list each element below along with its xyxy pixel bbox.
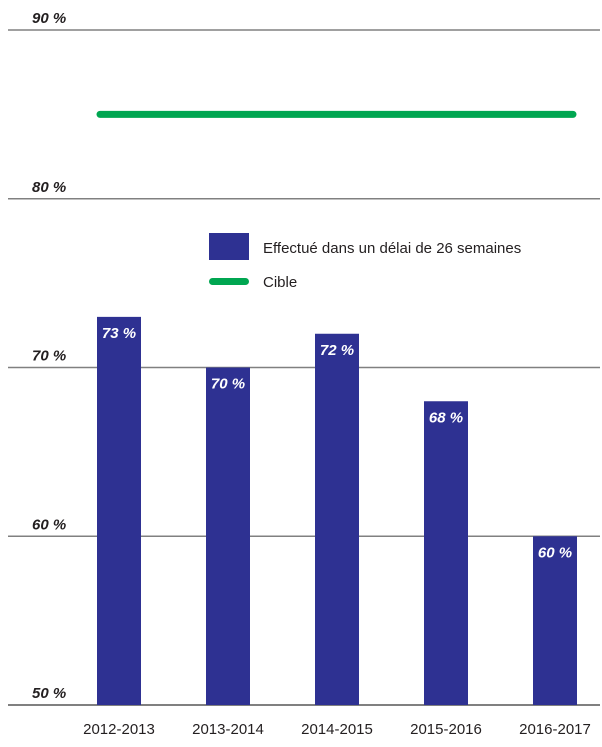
legend-label-target: Cible [263,274,297,291]
bar [424,401,468,705]
bar [315,333,359,705]
bar-data-label: 72 % [320,342,354,359]
y-axis-ticks: 50 % 60 % 70 % 80 % 90 % [32,10,66,702]
legend-label-bar: Effectué dans un délai de 26 semaines [263,240,521,257]
bars [97,316,577,705]
bar [206,367,250,705]
x-axis-categories: 2012-2013 2013-2014 2014-2015 2015-2016 2016… [83,721,591,738]
bar-data-label: 70 % [211,376,245,393]
y-tick-label: 80 % [32,179,66,196]
y-tick-label: 60 % [32,516,66,533]
bar-data-label: 73 % [102,325,136,342]
bar-data-label: 68 % [429,409,463,426]
gridlines [8,29,600,706]
data-labels: 73 % 70 % 72 % 68 % 60 % [102,325,572,561]
y-tick-label: 70 % [32,348,66,365]
legend-swatch-bar [209,233,249,260]
bar-data-label: 60 % [538,544,572,561]
bar [533,536,577,705]
legend: Effectué dans un délai de 26 semaines Ci… [209,233,521,291]
x-category-label: 2015-2016 [410,721,482,738]
x-category-label: 2016-2017 [519,721,591,738]
y-tick-label: 50 % [32,685,66,702]
bar [97,316,141,705]
legend-swatch-target [209,278,249,285]
x-category-label: 2013-2014 [192,721,264,738]
x-category-label: 2014-2015 [301,721,373,738]
y-tick-label: 90 % [32,10,66,27]
x-category-label: 2012-2013 [83,721,155,738]
